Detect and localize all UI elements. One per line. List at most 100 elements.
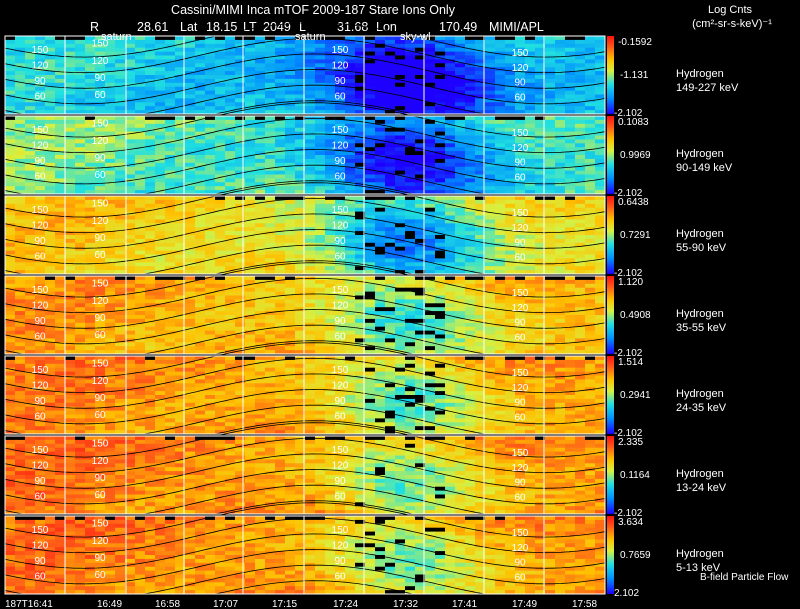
- heatmap-cell: [395, 299, 406, 304]
- heatmap-cell: [65, 276, 76, 281]
- heatmap-cell: [385, 155, 396, 160]
- heatmap-cell: [105, 75, 116, 80]
- heatmap-cell: [105, 215, 116, 220]
- heatmap-cell: [135, 102, 146, 107]
- heatmap-cell: [205, 55, 216, 60]
- heatmap-cell: [375, 219, 386, 224]
- heatmap-cell: [35, 350, 46, 355]
- heatmap-cell: [5, 178, 16, 183]
- heatmap-cell: [215, 47, 226, 52]
- heatmap-cell: [485, 199, 496, 205]
- heatmap-cell: [345, 238, 356, 244]
- heatmap-cell: [105, 303, 116, 308]
- heatmap-cell: [225, 254, 236, 259]
- heatmap-cell: [35, 270, 46, 275]
- heatmap-cell: [505, 98, 516, 103]
- heatmap-cell: [585, 299, 596, 304]
- heatmap-cell: [425, 279, 436, 285]
- heatmap-cell: [415, 238, 426, 244]
- heatmap-cell: [445, 178, 456, 183]
- heatmap-cell: [435, 318, 446, 324]
- heatmap-cell: [555, 350, 566, 355]
- heatmap-cell: [305, 135, 316, 140]
- heatmap-cell: [335, 326, 346, 331]
- panel-frame: [4, 195, 606, 275]
- heatmap-cell: [415, 346, 426, 351]
- heatmap-cell: [105, 223, 116, 228]
- heatmap-cell: [505, 223, 516, 228]
- heatmap-cell: [565, 178, 576, 183]
- heatmap-cell: [115, 102, 126, 107]
- heatmap-cell: [115, 127, 126, 132]
- heatmap-cell: [395, 318, 406, 324]
- heatmap-cell: [485, 158, 496, 164]
- heatmap-cell: [155, 279, 166, 285]
- heatmap-cell: [165, 303, 176, 308]
- heatmap-cell: [85, 119, 96, 125]
- heatmap-cell: [465, 322, 476, 328]
- heatmap-cell: [345, 131, 356, 136]
- heatmap-cell: [525, 291, 536, 296]
- heatmap-cell: [15, 250, 26, 255]
- heatmap-cell: [525, 155, 536, 160]
- heatmap-cell: [565, 330, 576, 335]
- heatmap-cell: [85, 39, 96, 45]
- heatmap-cell: [375, 223, 386, 228]
- heatmap-cell: [365, 246, 376, 251]
- heatmap-cell: [5, 307, 16, 312]
- heatmap-cell: [515, 131, 526, 136]
- heatmap-cell: [405, 287, 416, 292]
- heatmap-cell: [45, 338, 56, 343]
- heatmap-cell: [225, 322, 236, 328]
- heatmap-cell: [465, 223, 476, 228]
- heatmap-cell: [385, 266, 396, 271]
- heatmap-cell: [125, 43, 136, 49]
- heatmap-cell: [65, 295, 76, 300]
- contour-line: [4, 213, 606, 249]
- heatmap-cell: [95, 162, 106, 168]
- heatmap-cell: [495, 238, 506, 244]
- heatmap-cell: [115, 266, 126, 271]
- heatmap-cell: [75, 178, 86, 183]
- heatmap-cell: [25, 242, 36, 248]
- heatmap-cell: [565, 127, 576, 132]
- heatmap-cell: [365, 182, 376, 187]
- heatmap-cell: [265, 36, 276, 41]
- heatmap-cell: [355, 135, 366, 140]
- heatmap-cell: [315, 119, 326, 125]
- heatmap-cell: [555, 147, 566, 152]
- heatmap-cell: [445, 207, 456, 212]
- heatmap-cell: [525, 106, 536, 111]
- heatmap-cell: [325, 303, 336, 308]
- heatmap-cell: [525, 39, 536, 45]
- heatmap-cell: [95, 86, 106, 91]
- heatmap-cell: [5, 311, 16, 316]
- heatmap-cell: [555, 266, 566, 271]
- heatmap-cell: [455, 94, 466, 99]
- heatmap-cell: [265, 123, 276, 129]
- heatmap-cell: [75, 215, 86, 220]
- heatmap-cell: [265, 106, 276, 111]
- heatmap-cell: [75, 307, 86, 312]
- heatmap-cell: [495, 123, 506, 129]
- heatmap-cell: [465, 303, 476, 308]
- heatmap-cell: [595, 262, 606, 267]
- heatmap-cell: [485, 82, 496, 88]
- heatmap-cell: [235, 266, 246, 271]
- heatmap-cell: [305, 158, 316, 164]
- heatmap-cell: [285, 250, 296, 255]
- heatmap-cell: [535, 90, 546, 95]
- heatmap-cell: [535, 215, 546, 220]
- heatmap-cell: [15, 346, 26, 351]
- heatmap-cell: [315, 94, 326, 99]
- heatmap-cell: [65, 110, 76, 115]
- heatmap-cell: [295, 166, 306, 171]
- heatmap-cell: [95, 279, 106, 285]
- heatmap-cell: [315, 334, 326, 339]
- heatmap-cell: [35, 151, 46, 156]
- heatmap-cell: [475, 258, 486, 263]
- heatmap-cell: [85, 94, 96, 99]
- heatmap-cell: [85, 78, 96, 84]
- heatmap-cell: [295, 207, 306, 212]
- heatmap-cell: [245, 262, 256, 267]
